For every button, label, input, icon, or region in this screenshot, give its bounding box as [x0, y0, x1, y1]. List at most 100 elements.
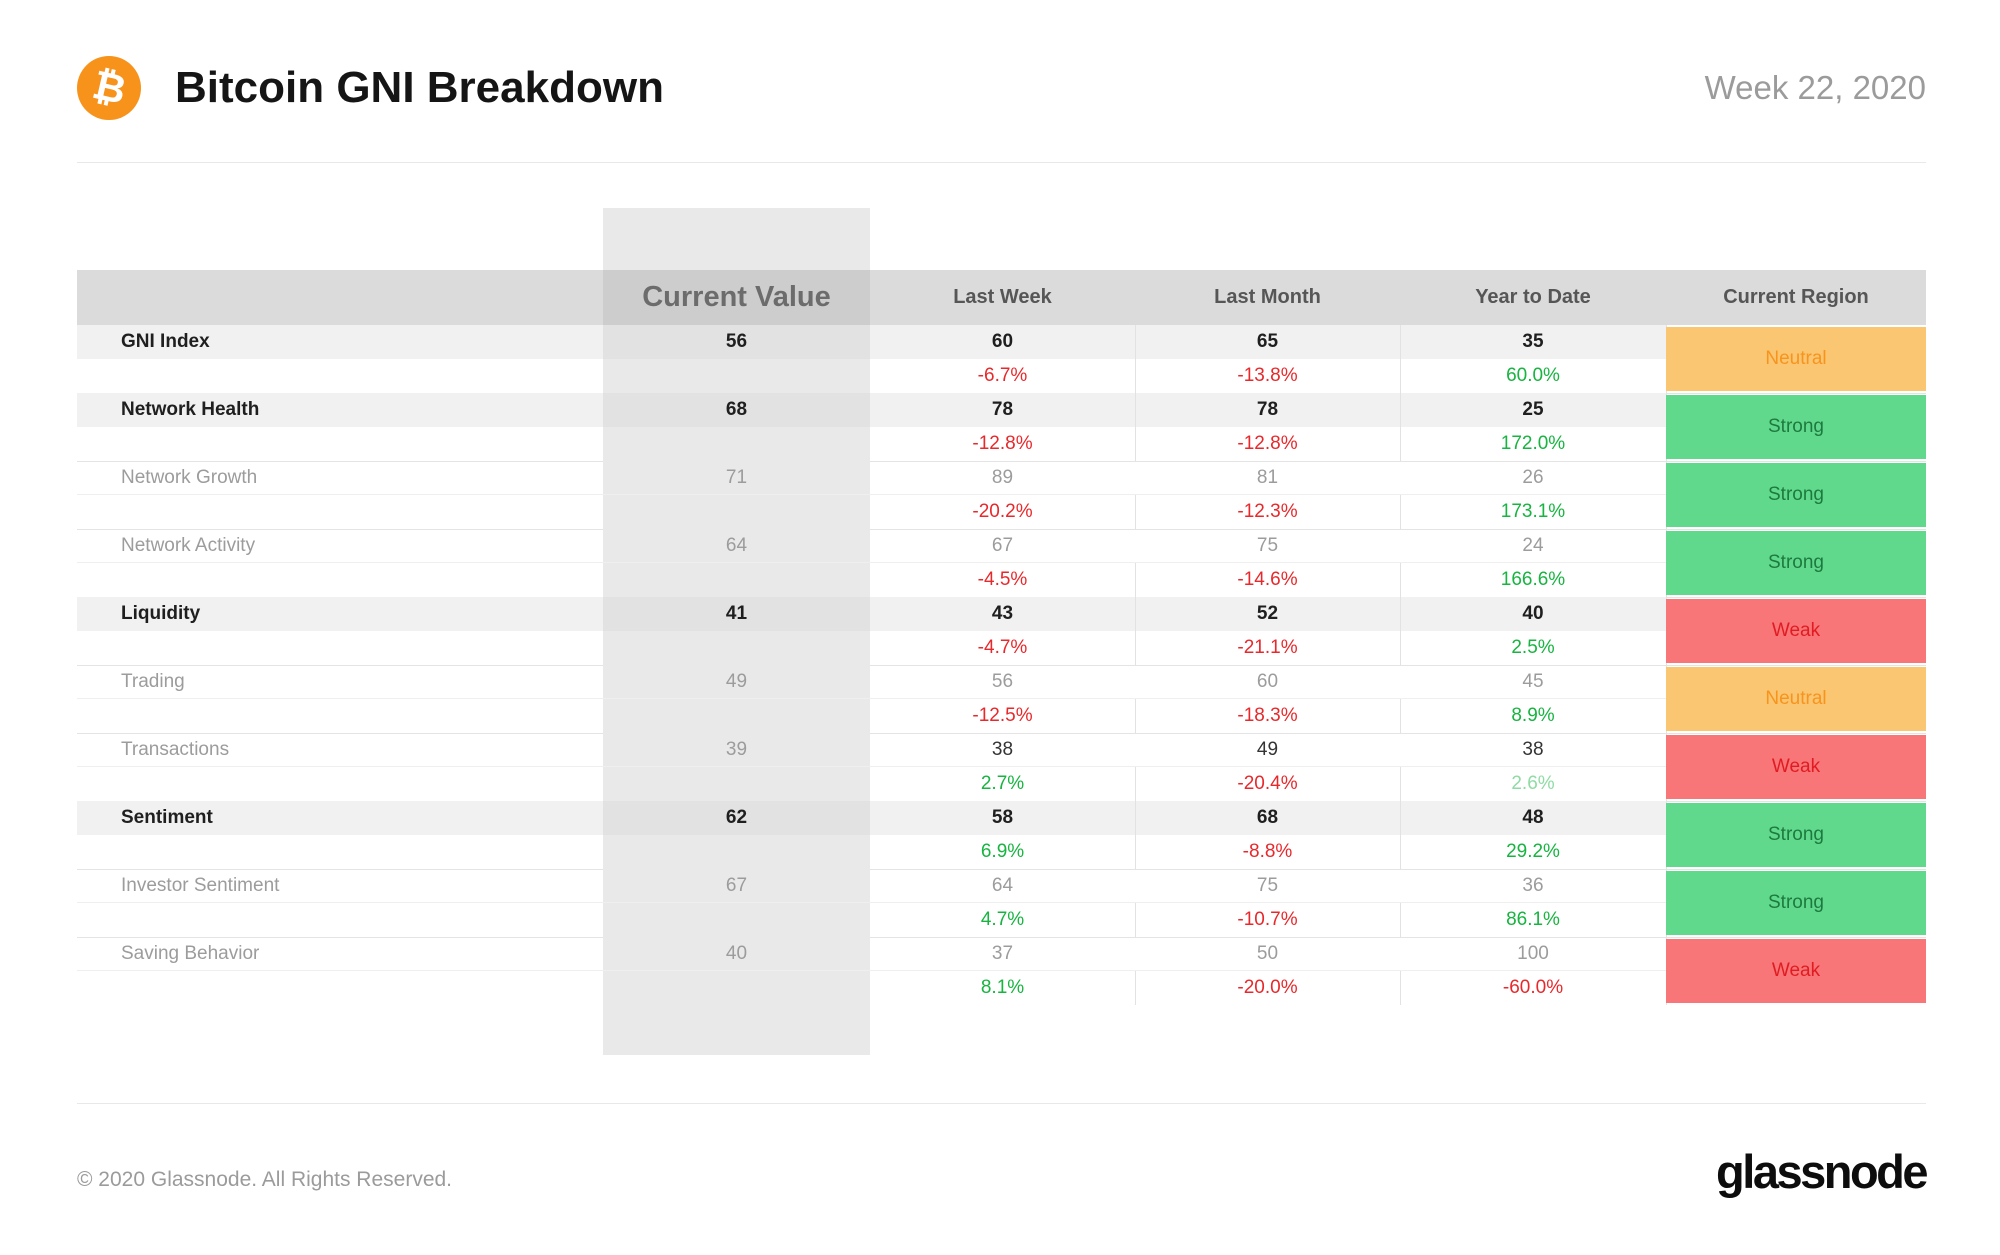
last-week-value: 43: [870, 597, 1135, 631]
last-week-value: 78: [870, 393, 1135, 427]
metric-label: GNI Index: [77, 325, 603, 359]
current-value-cell: 62: [603, 801, 870, 835]
copyright-text: © 2020 Glassnode. All Rights Reserved.: [77, 1168, 453, 1191]
bitcoin-symbol: ₿: [88, 62, 130, 114]
last-month-change: -12.8%: [1135, 427, 1400, 461]
last-week-value: 38: [870, 733, 1135, 767]
current-value-column-highlight-bottom: [603, 1005, 870, 1055]
metric-row-group: Liquidity 41 43 -4.7% 52 -21.1% 40 2.5% Weak: [77, 597, 1926, 665]
current-value-cell: 41: [603, 597, 870, 631]
current-region-cell: Strong: [1666, 393, 1926, 461]
year-to-date-change: 172.0%: [1400, 427, 1666, 461]
year-to-date-value: 35: [1400, 325, 1666, 359]
current-region-cell: Weak: [1666, 733, 1926, 801]
footer-divider: [77, 1103, 1926, 1104]
last-month-change: -21.1%: [1135, 631, 1400, 665]
metric-label: Sentiment: [77, 801, 603, 835]
year-to-date-value: 48: [1400, 801, 1666, 835]
region-badge: Weak: [1666, 939, 1926, 1003]
current-value-filler: [603, 767, 870, 801]
current-value-cell: 49: [603, 665, 870, 699]
metric-row-group: Saving Behavior 40 37 8.1% 50 -20.0% 100 -60.0%…: [77, 937, 1926, 1005]
region-badge: Strong: [1666, 463, 1926, 527]
current-region-cell: Neutral: [1666, 665, 1926, 733]
current-region-cell: Weak: [1666, 597, 1926, 665]
column-header-year-to-date: Year to Date: [1475, 286, 1591, 308]
gni-table: Current Value Last Week Last Month Year …: [77, 208, 1926, 1055]
last-month-change: -8.8%: [1135, 835, 1400, 869]
last-month-value: 81: [1135, 461, 1400, 495]
current-value-filler: [603, 427, 870, 461]
last-week-value: 56: [870, 665, 1135, 699]
current-value-filler: [603, 631, 870, 665]
metric-label: Network Growth: [77, 461, 603, 495]
last-month-change: -20.0%: [1135, 971, 1400, 1005]
current-region-cell: Strong: [1666, 529, 1926, 597]
last-week-change: -12.8%: [972, 433, 1033, 454]
current-value-filler: [603, 359, 870, 393]
year-to-date-change: 86.1%: [1400, 903, 1666, 937]
region-badge: Strong: [1666, 395, 1926, 459]
current-region-cell: Strong: [1666, 801, 1926, 869]
metric-row-group: Network Growth 71 89 -20.2% 81 -12.3% 26 173.1%…: [77, 461, 1926, 529]
current-region-cell: Neutral: [1666, 325, 1926, 393]
metric-label: Network Health: [77, 393, 603, 427]
column-header-last-week: Last Week: [953, 286, 1052, 308]
current-value-filler: [603, 971, 870, 1005]
year-to-date-change: 2.5%: [1400, 631, 1666, 665]
last-month-value: 60: [1135, 665, 1400, 699]
last-week-change: 8.1%: [980, 977, 1025, 998]
metric-row-group: GNI Index 56 60 -6.7% 65 -13.8% 35 60.0% Neutral: [77, 325, 1926, 393]
last-week-value: 64: [870, 869, 1135, 903]
last-week-value: 67: [870, 529, 1135, 563]
year-to-date-value: 38: [1400, 733, 1666, 767]
year-to-date-value: 24: [1400, 529, 1666, 563]
metric-row-group: Network Activity 64 67 -4.5% 75 -14.6% 24 166.6…: [77, 529, 1926, 597]
current-value-filler: [603, 835, 870, 869]
region-badge: Neutral: [1666, 327, 1926, 391]
header-divider: [77, 162, 1926, 163]
metric-label: Investor Sentiment: [77, 869, 603, 903]
metric-label: Trading: [77, 665, 603, 699]
last-week-change: -4.5%: [977, 569, 1028, 590]
last-week-change: -20.2%: [972, 501, 1033, 522]
glassnode-logo: glassnode: [1716, 1145, 1928, 1198]
last-week-change: -6.7%: [977, 365, 1028, 386]
last-month-value: 50: [1135, 937, 1400, 971]
current-value-column-highlight-top: [603, 208, 870, 270]
current-value-cell: 40: [603, 937, 870, 971]
last-month-change: -18.3%: [1135, 699, 1400, 733]
last-month-value: 75: [1135, 869, 1400, 903]
current-value-cell: 56: [603, 325, 870, 359]
last-month-change: -20.4%: [1135, 767, 1400, 801]
metric-row-group: Transactions 39 38 2.7% 49 -20.4% 38 2.6% Weak: [77, 733, 1926, 801]
current-value-cell: 39: [603, 733, 870, 767]
current-value-cell: 71: [603, 461, 870, 495]
region-badge: Weak: [1666, 735, 1926, 799]
last-week-change: -4.7%: [977, 637, 1028, 658]
last-month-change: -12.3%: [1135, 495, 1400, 529]
column-header-last-month: Last Month: [1214, 286, 1321, 308]
last-month-change: -13.8%: [1135, 359, 1400, 393]
last-month-value: 52: [1135, 597, 1400, 631]
last-week-change: 4.7%: [980, 909, 1025, 930]
current-region-cell: Strong: [1666, 869, 1926, 937]
metric-row-group: Network Health 68 78 -12.8% 78 -12.8% 25 172.0%…: [77, 393, 1926, 461]
region-badge: Neutral: [1666, 667, 1926, 731]
current-value-cell: 67: [603, 869, 870, 903]
year-to-date-change: 8.9%: [1400, 699, 1666, 733]
last-month-change: -14.6%: [1135, 563, 1400, 597]
column-header-current-region: Current Region: [1723, 286, 1869, 308]
last-month-value: 49: [1135, 733, 1400, 767]
report-date: Week 22, 2020: [1704, 69, 1926, 106]
metric-label: Saving Behavior: [77, 937, 603, 971]
last-month-value: 75: [1135, 529, 1400, 563]
metric-row-group: Sentiment 62 58 6.9% 68 -8.8% 48 29.2% Strong: [77, 801, 1926, 869]
current-value-cell: 68: [603, 393, 870, 427]
current-value-cell: 64: [603, 529, 870, 563]
current-value-filler: [603, 495, 870, 529]
year-to-date-value: 45: [1400, 665, 1666, 699]
year-to-date-value: 25: [1400, 393, 1666, 427]
region-badge: Strong: [1666, 531, 1926, 595]
